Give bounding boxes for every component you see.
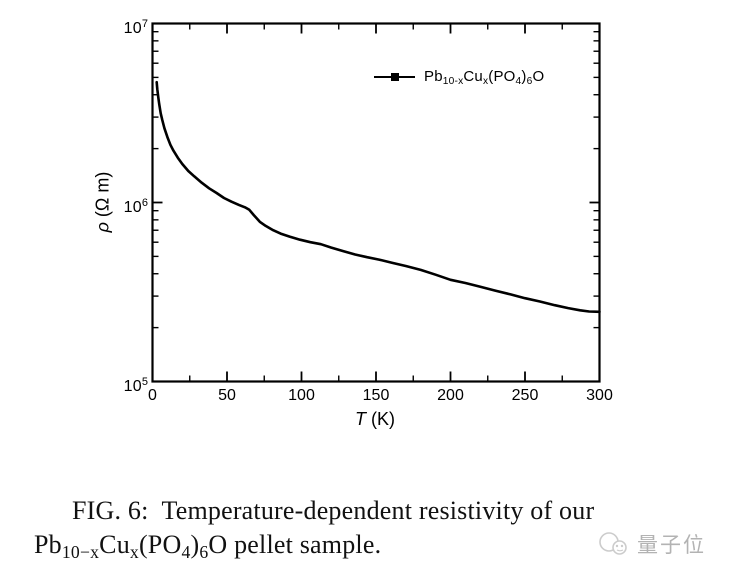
y-tick-label-base: 10	[123, 19, 142, 37]
formula-text: ρ	[92, 222, 113, 233]
caption-line-2: Pb10−xCux(PO4)6O pellet sample.	[34, 529, 381, 568]
formula-text: Pb	[34, 530, 62, 559]
legend-label: Pb10-xCux(PO4)6O	[424, 68, 544, 87]
formula-subscript: 4	[181, 541, 191, 562]
formula-text: (K)	[366, 409, 395, 429]
formula-subscript: 6	[199, 541, 209, 562]
x-tick-label: 100	[288, 387, 315, 404]
formula-text: )	[521, 67, 527, 85]
formula-text: O	[208, 530, 228, 559]
y-tick-label-base: 10	[123, 198, 142, 216]
legend: Pb10-xCux(PO4)6O	[374, 63, 544, 91]
formula-text: Pb	[424, 67, 443, 85]
formula-text: T	[355, 409, 366, 429]
y-tick-label: 107	[96, 12, 148, 37]
formula-subscript: x	[482, 75, 489, 87]
formula-text: )	[190, 530, 200, 559]
caption-line-1: FIG. 6: Temperature-dependent resistivit…	[72, 496, 595, 525]
resistivity-plot	[151, 22, 601, 383]
formula-text: (PO	[138, 530, 182, 559]
qbitai-logo-icon	[599, 532, 627, 555]
formula-text: pellet sample.	[227, 530, 382, 559]
y-tick-label-base: 10	[123, 377, 142, 395]
formula-subscript: 10-x	[442, 75, 464, 87]
axis-box	[151, 22, 601, 383]
formula-subscript: x	[129, 541, 139, 562]
y-tick-label-exponent: 5	[141, 375, 148, 388]
x-tick-label: 300	[586, 387, 613, 404]
y-tick-label-exponent: 7	[141, 17, 148, 30]
x-tick-label: 50	[218, 387, 236, 404]
formula-subscript: 6	[526, 75, 533, 87]
watermark-text: 量子位	[637, 533, 706, 557]
y-tick-label: 105	[96, 370, 148, 395]
axis-ticks	[151, 22, 601, 383]
x-tick-label: 150	[362, 387, 390, 404]
legend-line-sample	[374, 73, 415, 81]
formula-subscript: 4	[515, 75, 522, 87]
x-tick-label: 250	[511, 387, 539, 404]
legend-square-marker-icon	[391, 73, 399, 81]
x-tick-label: 200	[437, 387, 464, 404]
resistivity-curve	[155, 80, 601, 314]
y-axis-title: ρ (Ω m)	[93, 147, 114, 257]
formula-subscript: 10−x	[61, 541, 100, 562]
watermark: 量子位	[597, 529, 706, 559]
y-tick-label: 106	[96, 191, 148, 216]
formula-text: Cu	[99, 530, 130, 559]
formula-text: Cu	[463, 67, 483, 85]
formula-text: (PO	[488, 67, 516, 85]
y-tick-label-exponent: 6	[141, 196, 148, 209]
x-axis-title: T (K)	[325, 409, 425, 430]
x-tick-label: 0	[148, 387, 157, 404]
formula-text: (Ω m)	[92, 171, 113, 223]
formula-text: O	[532, 67, 545, 85]
